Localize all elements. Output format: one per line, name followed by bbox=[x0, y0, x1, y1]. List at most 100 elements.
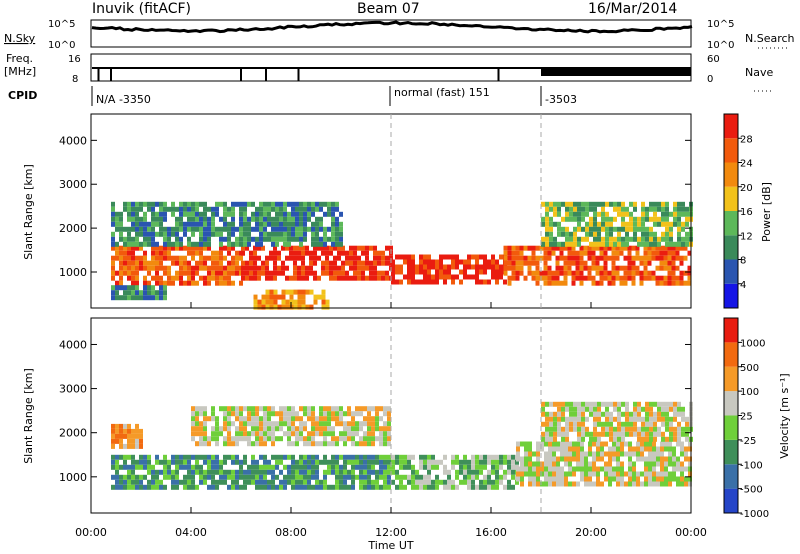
data-cell bbox=[576, 441, 580, 447]
data-cell bbox=[301, 245, 305, 251]
data-cell bbox=[235, 479, 239, 485]
data-cell bbox=[115, 428, 119, 434]
data-cell bbox=[191, 231, 195, 237]
data-cell bbox=[139, 221, 143, 227]
data-cell bbox=[540, 471, 544, 477]
data-cell bbox=[653, 221, 657, 227]
data-cell bbox=[435, 259, 439, 265]
data-cell bbox=[275, 464, 279, 470]
data-cell bbox=[375, 469, 379, 475]
data-cell bbox=[335, 454, 339, 460]
data-cell bbox=[115, 295, 119, 301]
data-cell bbox=[369, 265, 373, 271]
data-cell bbox=[573, 231, 577, 237]
colorbar-swatch bbox=[724, 283, 738, 308]
data-cell bbox=[207, 265, 211, 271]
data-cell bbox=[487, 279, 491, 285]
data-cell bbox=[215, 206, 219, 212]
data-cell bbox=[419, 474, 423, 480]
data-cell bbox=[227, 270, 231, 276]
data-cell bbox=[657, 241, 661, 247]
data-cell bbox=[271, 469, 275, 475]
data-cell bbox=[520, 476, 524, 482]
data-cell bbox=[315, 484, 319, 490]
data-cell bbox=[627, 275, 632, 281]
data-cell bbox=[459, 479, 463, 485]
data-cell bbox=[667, 280, 672, 286]
data-cell bbox=[259, 464, 263, 470]
colorbar-tick-label: 24 bbox=[740, 159, 753, 170]
data-cell bbox=[279, 421, 283, 427]
data-cell bbox=[301, 265, 305, 271]
data-cell bbox=[279, 236, 283, 242]
colorbar-swatch bbox=[724, 259, 738, 284]
data-cell bbox=[576, 461, 580, 467]
data-cell bbox=[491, 464, 495, 470]
data-cell bbox=[323, 479, 327, 485]
data-cell bbox=[299, 216, 303, 222]
data-cell bbox=[143, 231, 147, 237]
data-cell bbox=[139, 245, 143, 251]
data-cell bbox=[459, 469, 463, 475]
data-cell bbox=[123, 206, 127, 212]
data-cell bbox=[560, 476, 564, 482]
data-cell bbox=[179, 245, 183, 251]
data-cell bbox=[243, 241, 247, 247]
data-cell bbox=[271, 221, 275, 227]
data-cell bbox=[291, 201, 295, 207]
data-cell bbox=[663, 245, 668, 251]
data-cell bbox=[333, 245, 337, 251]
data-cell bbox=[135, 221, 139, 227]
data-cell bbox=[253, 255, 257, 261]
cpid-segment-3: -3503 bbox=[545, 93, 577, 106]
data-cell bbox=[295, 236, 299, 242]
data-cell bbox=[271, 454, 275, 460]
data-cell bbox=[528, 481, 532, 487]
data-cell bbox=[123, 464, 127, 470]
data-cell bbox=[641, 211, 645, 217]
data-cell bbox=[597, 236, 601, 242]
data-cell bbox=[581, 411, 585, 417]
data-cell bbox=[427, 254, 431, 260]
data-cell bbox=[623, 270, 628, 276]
data-cell bbox=[483, 279, 487, 285]
data-cell bbox=[313, 255, 317, 261]
data-cell bbox=[645, 236, 649, 242]
data-cell bbox=[143, 265, 147, 271]
data-cell bbox=[163, 245, 167, 251]
data-cell bbox=[219, 479, 223, 485]
data-cell bbox=[601, 206, 605, 212]
data-cell bbox=[613, 236, 617, 242]
data-cell bbox=[659, 255, 664, 261]
data-cell bbox=[339, 221, 343, 227]
data-cell bbox=[383, 484, 387, 490]
data-cell bbox=[555, 265, 560, 271]
data-cell bbox=[253, 299, 258, 305]
data-cell bbox=[687, 280, 692, 286]
data-cell bbox=[303, 201, 307, 207]
data-cell bbox=[616, 471, 620, 477]
colorbar-swatch bbox=[724, 235, 738, 260]
data-cell bbox=[275, 474, 279, 480]
data-cell bbox=[648, 441, 652, 447]
data-cell bbox=[649, 226, 653, 232]
data-cell bbox=[115, 226, 119, 232]
data-cell bbox=[363, 464, 367, 470]
data-cell bbox=[349, 255, 353, 261]
data-cell bbox=[605, 241, 609, 247]
data-cell bbox=[155, 216, 159, 222]
data-cell bbox=[653, 211, 657, 217]
data-cell bbox=[167, 236, 171, 242]
data-cell bbox=[683, 255, 688, 261]
data-cell bbox=[267, 216, 271, 222]
data-cell bbox=[573, 401, 577, 407]
data-cell bbox=[403, 474, 407, 480]
data-cell bbox=[595, 265, 600, 271]
data-cell bbox=[267, 431, 271, 437]
data-cell bbox=[319, 216, 323, 222]
data-cell bbox=[515, 250, 520, 256]
data-cell bbox=[557, 406, 561, 412]
data-cell bbox=[315, 426, 319, 432]
data-cell bbox=[219, 255, 223, 261]
data-cell bbox=[243, 211, 247, 217]
